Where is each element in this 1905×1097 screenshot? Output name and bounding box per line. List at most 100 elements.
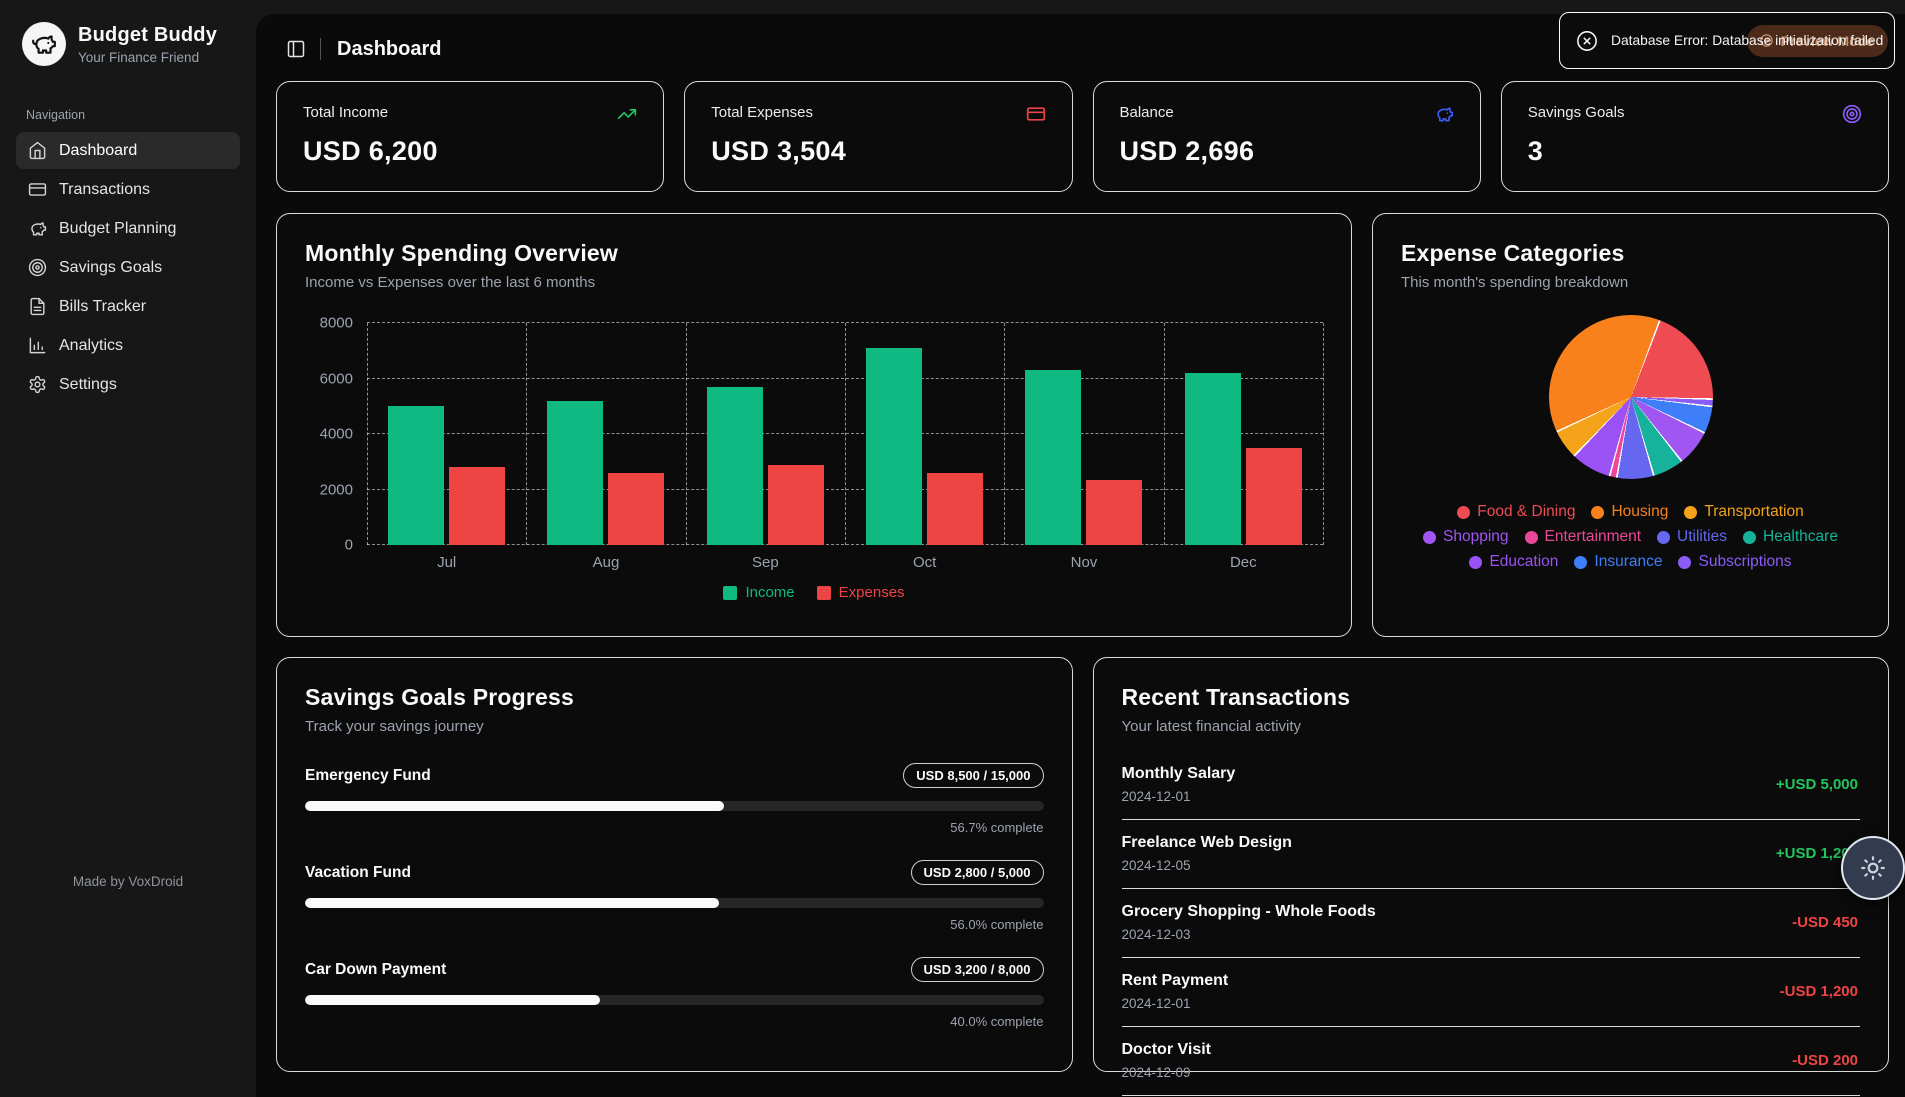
- goal-percent-label: 40.0% complete: [950, 1014, 1044, 1029]
- card-subtitle: This month's spending breakdown: [1401, 274, 1629, 291]
- bar-chart-legend: Income Expenses: [305, 584, 1323, 601]
- pie-legend-item: Transportation: [1684, 503, 1804, 521]
- sidebar-item-transactions[interactable]: Transactions: [16, 171, 240, 208]
- legend-label: Subscriptions: [1698, 553, 1792, 570]
- legend-label: Entertainment: [1544, 528, 1642, 545]
- stat-value: USD 2,696: [1119, 136, 1255, 166]
- x-tick-label: Nov: [1070, 554, 1098, 571]
- x-tick-label: Sep: [751, 554, 779, 571]
- goal-progress-fill: [305, 898, 719, 908]
- top-bar: Dashboard: [272, 27, 1893, 71]
- transaction-date: 2024-12-09: [1121, 1065, 1191, 1080]
- theme-toggle-button[interactable]: [1841, 836, 1905, 900]
- sidebar-item-settings[interactable]: Settings: [16, 366, 240, 403]
- monthly-spending-card: Monthly Spending Overview Income vs Expe…: [276, 213, 1352, 637]
- preview-mode-badge: Preview Mode: [1746, 24, 1888, 57]
- piggy-bank-icon: [28, 219, 47, 238]
- pie-legend-item: Insurance: [1574, 553, 1662, 571]
- bar-group-sep: [686, 323, 845, 545]
- legend-dot: [1743, 530, 1756, 544]
- transaction-row: Freelance Web Design 2024-12-05 +USD 1,200: [1121, 820, 1860, 889]
- stat-card-total-income: Total Income USD 6,200: [276, 81, 665, 192]
- legend-label: Food & Dining: [1477, 503, 1576, 520]
- savings-goal-row: Vacation Fund USD 2,800 / 5,000 56.0% comp…: [305, 860, 1044, 932]
- goal-header: Car Down Payment USD 3,200 / 8,000: [305, 957, 1044, 982]
- transaction-row: Rent Payment 2024-12-01 -USD 1,200: [1121, 958, 1860, 1027]
- goals-list: Emergency Fund USD 8,500 / 15,000 56.7% co…: [305, 763, 1044, 1029]
- credit-card-icon: [1026, 104, 1046, 124]
- sidebar-toggle-button[interactable]: [286, 39, 306, 59]
- sidebar-item-bills-tracker[interactable]: Bills Tracker: [16, 288, 240, 325]
- sidebar-item-budget-planning[interactable]: Budget Planning: [16, 210, 240, 247]
- card-title: Expense Categories: [1401, 240, 1625, 266]
- goal-progress-bar: [305, 995, 1044, 1005]
- transaction-amount: +USD 1,200: [1775, 845, 1858, 862]
- pie-legend-item: Utilities: [1657, 528, 1727, 546]
- error-toast[interactable]: Preview Mode Database Error: Database in…: [1559, 12, 1895, 69]
- y-tick-label: 2000: [319, 481, 353, 498]
- legend-label: Insurance: [1594, 553, 1663, 570]
- sidebar-item-dashboard[interactable]: Dashboard: [16, 132, 240, 169]
- sidebar-item-label: Bills Tracker: [59, 297, 147, 315]
- legend-dot: [1657, 530, 1671, 544]
- transaction-amount: +USD 5,000: [1775, 776, 1858, 793]
- sidebar: Budget Buddy Your Finance Friend Navigat…: [0, 0, 256, 1097]
- card-title: Recent Transactions: [1121, 684, 1351, 710]
- goal-name: Vacation Fund: [305, 863, 411, 881]
- charts-row: Monthly Spending Overview Income vs Expe…: [276, 213, 1889, 637]
- stat-label: Total Income: [303, 104, 389, 121]
- transaction-name: Rent Payment: [1121, 972, 1229, 989]
- transaction-date: 2024-12-01: [1121, 789, 1191, 804]
- transaction-amount: -USD 200: [1792, 1052, 1858, 1069]
- sidebar-item-analytics[interactable]: Analytics: [16, 327, 240, 364]
- goal-progress-fill: [305, 801, 724, 811]
- bar-group-aug: [526, 323, 685, 545]
- circle-x-icon[interactable]: [1576, 30, 1598, 52]
- bar-chart-icon: [28, 336, 47, 355]
- transaction-name: Freelance Web Design: [1121, 834, 1292, 851]
- sidebar-item-label: Budget Planning: [59, 219, 177, 237]
- savings-goals-card: Savings Goals Progress Track your saving…: [276, 657, 1073, 1072]
- expenses-bar: [1245, 447, 1302, 545]
- expense-pie-chart: [1548, 315, 1713, 479]
- income-bar: [388, 406, 445, 545]
- transaction-amount: -USD 450: [1792, 914, 1858, 931]
- transaction-row: Doctor Visit 2024-12-09 -USD 200: [1121, 1027, 1860, 1096]
- income-bar: [1025, 370, 1082, 545]
- legend-label: Healthcare: [1763, 528, 1838, 545]
- legend-dot: [1524, 530, 1538, 544]
- stat-value: 3: [1527, 136, 1544, 166]
- income-bar: [706, 386, 763, 545]
- expenses-bar: [927, 472, 984, 545]
- legend-label: Utilities: [1677, 528, 1727, 545]
- legend-dot: [1457, 505, 1471, 519]
- home-icon: [28, 141, 47, 160]
- page-title: Dashboard: [337, 37, 442, 60]
- legend-dot: [1684, 505, 1698, 519]
- gridline-vertical: [845, 323, 846, 545]
- eye-icon: [1759, 33, 1774, 48]
- file-text-icon: [28, 297, 47, 316]
- legend-swatch: [723, 585, 738, 600]
- bar-groups: [367, 323, 1323, 545]
- goal-amount-badge: USD 8,500 / 15,000: [903, 763, 1044, 788]
- sidebar-item-label: Savings Goals: [59, 258, 163, 276]
- bar-plot-area: [367, 322, 1324, 545]
- legend-label: Education: [1489, 553, 1559, 570]
- sidebar-item-label: Settings: [59, 375, 117, 393]
- gridline-vertical: [1323, 323, 1324, 545]
- sidebar-item-savings-goals[interactable]: Savings Goals: [16, 249, 240, 286]
- card-subtitle: Your latest financial activity: [1121, 718, 1302, 735]
- legend-label: Expenses: [838, 584, 905, 601]
- pie-legend: Food & Dining Housing Transportation Shoppi…: [1411, 503, 1851, 571]
- x-tick-label: Oct: [912, 554, 937, 571]
- stat-card-savings-goals: Savings Goals 3: [1500, 81, 1889, 192]
- y-tick-label: 4000: [319, 425, 353, 443]
- transaction-amount: -USD 1,200: [1779, 983, 1858, 1000]
- stat-value: USD 3,504: [711, 136, 847, 166]
- target-icon: [28, 258, 47, 277]
- x-tick-label: Aug: [592, 554, 620, 571]
- pie-legend-item: Food & Dining: [1457, 503, 1575, 521]
- transaction-info: Monthly Salary 2024-12-01: [1122, 765, 1236, 804]
- expenses-bar: [1086, 479, 1143, 545]
